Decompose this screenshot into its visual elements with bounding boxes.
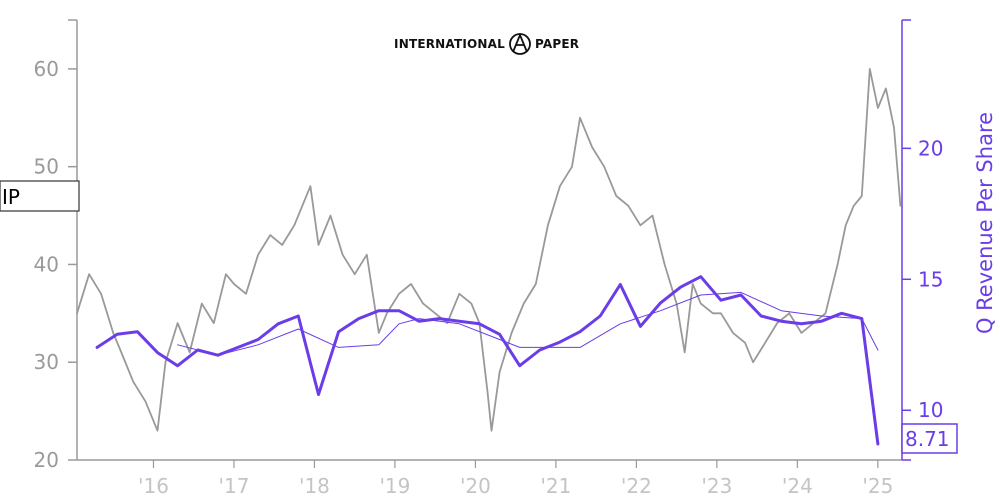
right-axis: 10 15 20 [901,19,943,461]
x-tick-label: '24 [782,474,813,498]
left-tick-label: 30 [34,350,59,374]
x-tick-label: '18 [299,474,330,498]
right-axis-title: Q Revenue Per Share [973,112,997,334]
left-tick-label: 60 [34,57,59,81]
right-tick-label: 10 [918,398,943,422]
logo-mark-icon [509,32,531,55]
left-axis: 20 30 40 50 60 [34,19,78,472]
ticker-text: IP [2,185,20,209]
x-tick-label: '21 [540,474,571,498]
plot-area [76,68,902,446]
last-value-label: 8.71 [901,423,958,454]
x-tick-label: '16 [138,474,169,498]
logo: INTERNATIONAL PAPER [394,32,579,55]
x-tick-label: '25 [862,474,893,498]
right-tick-label: 15 [918,267,943,291]
x-tick-label: '20 [460,474,491,498]
logo-right-text: PAPER [535,37,579,51]
revenue-series-line [95,275,880,446]
x-tick-label: '17 [218,474,249,498]
x-axis: '16 '17 '18 '19 '20 '21 '22 '23 '24 '25 [77,459,902,498]
x-tick-label: '19 [379,474,410,498]
ticker-label: IP [0,180,80,212]
revenue-average-line [177,291,879,356]
x-tick-label: '22 [621,474,652,498]
last-value-text: 8.71 [905,427,950,451]
price-series-line [76,68,902,432]
left-tick-label: 50 [34,155,59,179]
right-tick-label: 20 [918,136,943,160]
left-tick-label: 40 [34,252,59,276]
x-tick-label: '23 [701,474,732,498]
logo-left-text: INTERNATIONAL [394,37,505,51]
left-tick-label: 20 [34,448,59,472]
